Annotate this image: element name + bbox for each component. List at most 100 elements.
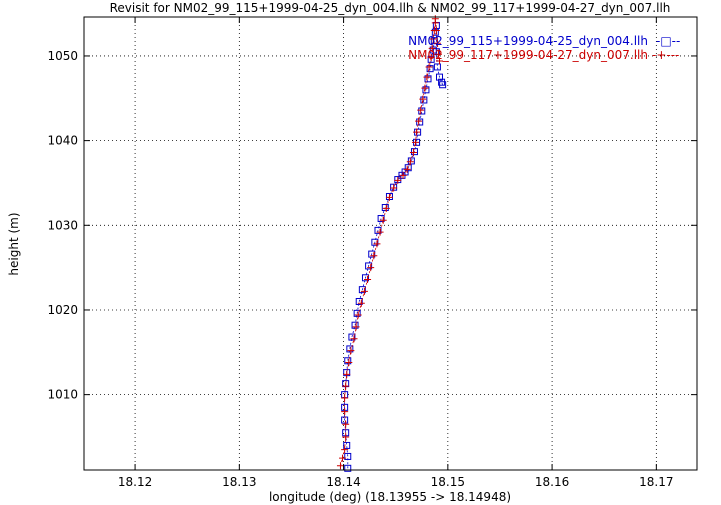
data-point [368, 250, 376, 258]
data-point [417, 106, 425, 114]
data-point [424, 75, 432, 83]
data-point [416, 118, 424, 126]
data-point [428, 44, 436, 52]
data-point [342, 382, 350, 390]
plot-series [336, 15, 447, 472]
data-point [399, 171, 407, 179]
data-point [344, 452, 352, 460]
axis-ticks: 18.12 18.13 18.14 18.15 18.16 18.17 1010 1020 10… [47, 17, 697, 489]
data-point [412, 138, 420, 146]
data-point [425, 63, 433, 71]
series-2 [336, 15, 443, 470]
data-point [413, 128, 421, 136]
data-point [409, 148, 417, 156]
y-tick-label: 1040 [47, 134, 78, 148]
y-axis-label: height (m) [7, 212, 21, 275]
data-point [361, 274, 369, 282]
data-point [376, 228, 384, 236]
data-point [341, 446, 349, 454]
data-point [348, 333, 356, 341]
data-point [429, 35, 437, 43]
legend-label-series-2: NM02_99_117+1999-04-27_dyn_007.llh [408, 48, 648, 62]
data-point [344, 464, 352, 472]
data-point [353, 309, 361, 317]
data-point [371, 238, 379, 246]
legend-marker-series-2: -+--- [652, 48, 679, 62]
y-tick-label: 1010 [47, 388, 78, 402]
data-point [407, 157, 415, 165]
data-point [381, 204, 389, 212]
data-point [341, 408, 349, 416]
data-point [431, 15, 439, 23]
data-point [360, 287, 368, 295]
data-point [342, 420, 350, 428]
grid [84, 17, 697, 470]
data-point [433, 63, 441, 71]
y-tick-label: 1050 [47, 49, 78, 63]
x-tick-label: 18.15 [431, 475, 465, 489]
x-tick-label: 18.14 [326, 475, 360, 489]
plot-area-frame [83, 16, 698, 471]
x-tick-label: 18.16 [535, 475, 569, 489]
data-point [339, 454, 347, 462]
legend: NM02_99_115+1999-04-25_dyn_004.llh -□-- … [408, 34, 680, 62]
y-tick-label: 1020 [47, 303, 78, 317]
data-point [420, 96, 428, 104]
data-point [435, 73, 443, 81]
data-point [404, 164, 412, 172]
x-tick-label: 18.13 [222, 475, 256, 489]
data-point [433, 39, 441, 47]
legend-marker-series-1: -□-- [656, 34, 680, 48]
data-point [390, 184, 398, 192]
data-point [343, 370, 351, 378]
data-point [341, 394, 349, 402]
data-point [432, 27, 440, 35]
data-point [415, 117, 423, 125]
data-point [382, 204, 390, 212]
data-point [345, 358, 353, 366]
data-point [439, 81, 447, 89]
data-point [422, 86, 430, 94]
data-point [358, 286, 366, 294]
x-tick-label: 18.12 [118, 475, 152, 489]
data-point [394, 176, 402, 184]
x-axis-label: longitude (deg) (18.13955 -> 18.14948) [269, 490, 511, 504]
data-point [346, 345, 354, 353]
data-point [418, 107, 426, 115]
data-point [406, 158, 414, 166]
data-point [352, 323, 360, 331]
data-point [370, 252, 378, 260]
data-point [431, 28, 439, 36]
data-point [419, 95, 427, 103]
data-point [377, 215, 385, 223]
data-point [354, 311, 362, 319]
data-point [344, 357, 352, 365]
data-point [341, 416, 349, 424]
data-point [367, 264, 375, 272]
data-point [357, 299, 365, 307]
series-1 [341, 21, 447, 472]
data-point [373, 240, 381, 248]
data-point [426, 65, 434, 73]
data-point [343, 441, 351, 449]
chart-title: Revisit for NM02_99_115+1999-04-25_dyn_0… [110, 1, 671, 15]
data-point [374, 226, 382, 234]
series-line [344, 25, 443, 469]
data-point [347, 347, 355, 355]
data-point [434, 50, 442, 58]
data-point [435, 57, 443, 65]
data-point [379, 216, 387, 224]
data-point [336, 462, 344, 470]
y-tick-label: 1030 [47, 218, 78, 232]
data-point [385, 193, 393, 201]
data-point [350, 335, 358, 343]
data-point [421, 84, 429, 92]
data-point [365, 262, 373, 270]
data-point [423, 73, 431, 81]
data-point [351, 321, 359, 329]
data-point [427, 54, 435, 62]
data-point [403, 165, 411, 173]
x-tick-label: 18.17 [639, 475, 673, 489]
legend-label-series-1: NM02_99_115+1999-04-25_dyn_004.llh [408, 34, 648, 48]
